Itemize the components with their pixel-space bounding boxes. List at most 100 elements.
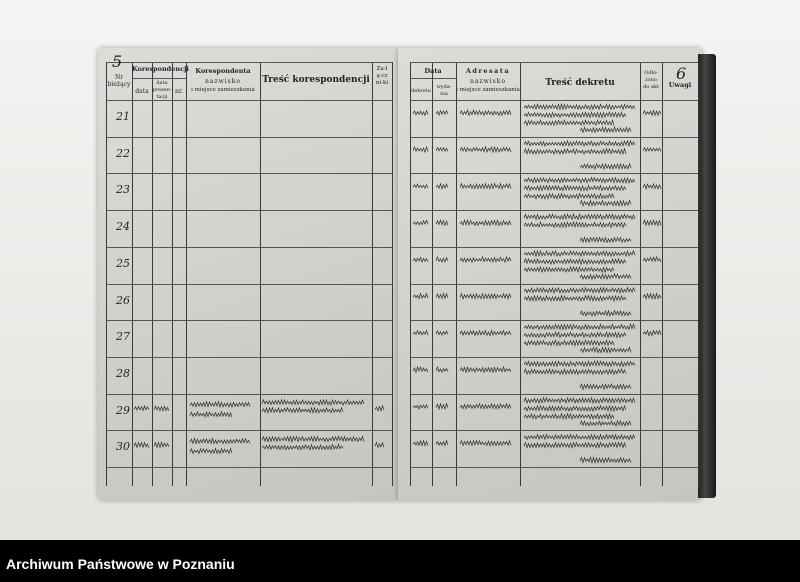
header-tresc-korespondencji: Treść korespondencji bbox=[262, 75, 370, 85]
handwriting-stroke bbox=[459, 329, 512, 337]
row-rule bbox=[410, 247, 698, 248]
handwriting-stroke bbox=[412, 292, 429, 300]
row-number: 26 bbox=[116, 294, 130, 307]
handwriting-stroke bbox=[412, 219, 429, 226]
row-rule bbox=[106, 284, 392, 285]
row-rule bbox=[410, 320, 698, 321]
row-rule bbox=[106, 467, 392, 468]
handwriting-stroke bbox=[523, 433, 636, 441]
handwriting-stroke bbox=[523, 102, 636, 111]
row-number: 30 bbox=[116, 440, 130, 453]
handwriting-stroke bbox=[523, 265, 615, 274]
archive-name: Archiwum Państwowe w Poznaniu bbox=[6, 556, 235, 572]
left-page bbox=[98, 48, 398, 500]
handwriting-stroke bbox=[435, 292, 449, 300]
column-rule bbox=[520, 62, 521, 486]
handwriting-stroke bbox=[642, 182, 662, 190]
handwriting-stroke bbox=[523, 367, 627, 376]
page-number-left: 5 bbox=[112, 52, 123, 71]
row-rule bbox=[132, 78, 186, 79]
handwriting-stroke bbox=[435, 366, 449, 373]
row-rule bbox=[106, 137, 392, 138]
row-number: 28 bbox=[116, 367, 130, 380]
header-dekretu: dekretu bbox=[411, 88, 431, 94]
handwriting-stroke bbox=[523, 412, 615, 421]
row-rule bbox=[106, 100, 392, 101]
handwriting-stroke bbox=[374, 404, 385, 412]
header-tresc-dekretu: Treść dekretu bbox=[545, 78, 615, 88]
handwriting-stroke bbox=[523, 110, 627, 119]
handwriting-stroke bbox=[523, 331, 627, 339]
header-miejsce: i miejsce zamieszkania bbox=[191, 87, 255, 93]
row-number: 27 bbox=[116, 330, 130, 343]
row-rule bbox=[106, 210, 392, 211]
row-rule bbox=[410, 62, 698, 63]
row-rule bbox=[410, 173, 698, 174]
page-number-right: 6 bbox=[676, 64, 687, 83]
handwriting-stroke bbox=[579, 162, 632, 171]
handwriting-stroke bbox=[523, 323, 636, 331]
handwriting-stroke bbox=[153, 441, 170, 449]
handwriting-stroke bbox=[133, 441, 150, 449]
row-rule bbox=[106, 247, 392, 248]
handwritten-entries bbox=[133, 102, 662, 465]
header-korespondencji: Korespondencji bbox=[132, 65, 189, 73]
handwriting-stroke bbox=[412, 145, 429, 154]
header-zalaczniki: Za-łą-czni-ki bbox=[375, 66, 389, 86]
header-nr: nr. bbox=[175, 88, 183, 95]
handwriting-stroke bbox=[133, 404, 150, 412]
row-rule bbox=[106, 394, 392, 395]
handwriting-stroke bbox=[523, 119, 615, 127]
header-adresata: Adresata bbox=[465, 67, 511, 75]
handwriting-stroke bbox=[579, 419, 632, 427]
handwriting-stroke bbox=[459, 292, 512, 301]
handwriting-stroke bbox=[435, 329, 449, 337]
handwriting-stroke bbox=[523, 139, 636, 148]
handwriting-stroke bbox=[435, 256, 449, 263]
column-rule bbox=[432, 62, 433, 486]
column-rule bbox=[410, 62, 411, 486]
handwriting-stroke bbox=[412, 109, 429, 117]
header-wydania: wyda-nia bbox=[436, 84, 452, 97]
row-rule bbox=[410, 78, 456, 79]
header-data-prezentacji: data prezen-tacji bbox=[152, 80, 172, 100]
handwriting-stroke bbox=[523, 339, 615, 347]
book-spine bbox=[698, 54, 716, 498]
handwriting-stroke bbox=[153, 405, 170, 412]
header-data: data bbox=[135, 88, 149, 95]
row-rule bbox=[410, 137, 698, 138]
row-rule bbox=[410, 394, 698, 395]
row-number: 25 bbox=[116, 257, 130, 270]
handwriting-stroke bbox=[459, 402, 512, 410]
handwriting-stroke bbox=[523, 257, 627, 266]
row-rule bbox=[106, 173, 392, 174]
handwriting-stroke bbox=[412, 439, 429, 447]
handwriting-stroke bbox=[523, 294, 627, 303]
handwriting-stroke bbox=[642, 109, 662, 117]
handwriting-stroke bbox=[523, 286, 636, 295]
row-number: 24 bbox=[116, 220, 130, 233]
handwriting-stroke bbox=[459, 145, 512, 154]
row-number: 23 bbox=[116, 183, 130, 196]
handwriting-stroke bbox=[642, 329, 662, 337]
column-rule bbox=[132, 62, 133, 486]
handwriting-stroke bbox=[523, 359, 636, 368]
handwriting-stroke bbox=[579, 199, 632, 207]
handwriting-stroke bbox=[523, 176, 636, 185]
header-nazwisko: nazwisko bbox=[205, 78, 241, 85]
handwriting-stroke bbox=[459, 439, 512, 447]
handwriting-stroke bbox=[459, 182, 512, 191]
handwriting-stroke bbox=[579, 456, 632, 465]
column-rule bbox=[698, 62, 699, 486]
handwriting-stroke bbox=[374, 441, 385, 449]
handwriting-stroke bbox=[523, 441, 627, 449]
handwriting-stroke bbox=[579, 272, 632, 281]
handwriting-stroke bbox=[523, 212, 636, 221]
row-rule bbox=[106, 357, 392, 358]
handwriting-stroke bbox=[412, 329, 429, 336]
column-rule bbox=[372, 62, 373, 486]
handwriting-stroke bbox=[435, 182, 449, 190]
handwriting-stroke bbox=[261, 443, 344, 451]
column-rule bbox=[456, 62, 457, 486]
handwriting-stroke bbox=[579, 346, 632, 354]
